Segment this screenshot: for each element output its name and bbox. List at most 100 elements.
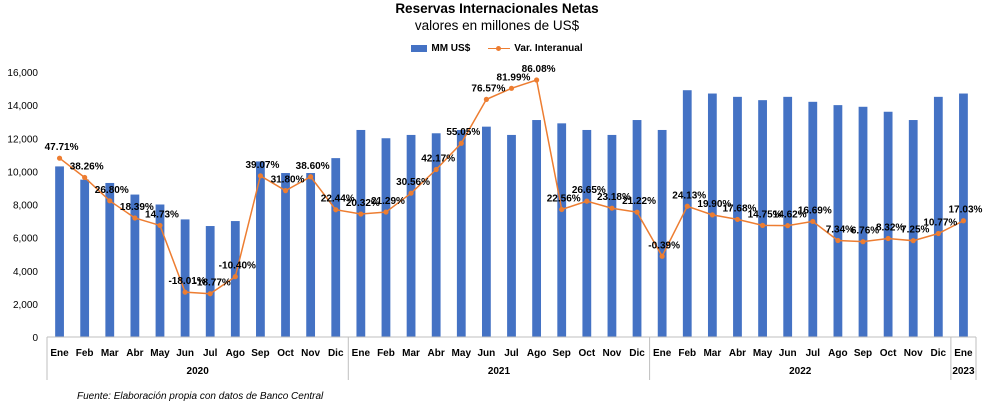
bar xyxy=(306,173,316,337)
x-tick-label: Jun xyxy=(779,348,797,359)
bar xyxy=(607,134,617,337)
data-label: 16.69% xyxy=(798,205,832,216)
x-tick-label: Oct xyxy=(277,348,294,359)
data-label: 42.17% xyxy=(421,153,455,164)
data-label: 55.05% xyxy=(446,127,480,138)
line-point xyxy=(56,155,63,161)
y-tick-label: 8,000 xyxy=(13,201,38,212)
x-tick-label: Abr xyxy=(126,348,143,359)
data-label: 22.44% xyxy=(321,194,355,205)
line-point xyxy=(483,96,489,102)
line-point xyxy=(810,218,816,225)
y-tick-label: 14,000 xyxy=(7,101,38,112)
bar xyxy=(205,226,215,337)
data-label: 38.60% xyxy=(296,161,330,172)
x-tick-label: Jun xyxy=(478,348,496,359)
bar xyxy=(682,90,692,337)
data-label: 18.39% xyxy=(120,202,154,213)
line-point xyxy=(508,85,515,91)
line-point xyxy=(207,291,213,297)
y-tick-label: 4,000 xyxy=(13,267,38,278)
legend-line-marker xyxy=(488,45,511,53)
bar xyxy=(758,100,767,337)
x-tick-label: Nov xyxy=(904,348,923,359)
x-tick-label: Sep xyxy=(553,348,571,359)
line-point xyxy=(960,218,967,224)
x-tick-label: Ene xyxy=(352,348,371,359)
line-point xyxy=(182,289,188,295)
data-label: 7.34% xyxy=(826,224,854,235)
x-tick-label: Jun xyxy=(176,348,194,359)
chart-legend: MM US$ Var. Interanual xyxy=(0,43,994,54)
x-tick-label: Jul xyxy=(504,348,519,359)
data-label: 38.26% xyxy=(70,161,104,172)
line-point xyxy=(759,222,766,228)
data-label: 22.56% xyxy=(547,193,581,204)
data-label: 26.80% xyxy=(95,185,129,196)
line-point xyxy=(584,198,590,204)
bar xyxy=(256,161,265,337)
data-label: 47.71% xyxy=(45,142,79,153)
line-point xyxy=(458,140,464,146)
bar xyxy=(406,134,416,337)
bar xyxy=(180,219,190,337)
data-label: 76.57% xyxy=(471,83,505,94)
line-point xyxy=(82,174,88,181)
bar xyxy=(883,111,893,337)
data-label: 17.03% xyxy=(948,205,982,216)
data-label: 30.56% xyxy=(396,177,430,188)
data-label: 26.65% xyxy=(572,185,606,196)
bar xyxy=(582,129,592,337)
line-point xyxy=(559,206,565,213)
line-point xyxy=(408,190,414,196)
x-tick-label: Dic xyxy=(328,348,344,359)
legend-line-label: Var. Interanual xyxy=(514,43,583,54)
bar xyxy=(331,158,341,337)
bar xyxy=(557,123,567,337)
x-tick-label: Sep xyxy=(854,348,872,359)
data-label: -0.39% xyxy=(648,240,680,251)
bar xyxy=(783,96,793,337)
data-label: 14.75% xyxy=(748,209,782,220)
line-point xyxy=(308,174,314,180)
x-tick-label: Nov xyxy=(602,348,621,359)
line-point xyxy=(684,203,690,209)
data-label: -18.01% xyxy=(168,276,205,287)
line-point xyxy=(785,223,791,229)
x-tick-label: Mar xyxy=(402,348,420,359)
legend-item-bars: MM US$ xyxy=(411,43,470,54)
bar xyxy=(105,182,115,337)
x-group-label: 2023 xyxy=(952,366,975,377)
bar xyxy=(632,120,642,337)
data-label: 21.29% xyxy=(371,196,405,207)
data-label: 86.08% xyxy=(522,64,556,75)
data-label: 6.76% xyxy=(851,226,879,237)
x-tick-label: Ene xyxy=(653,348,672,359)
line-point xyxy=(860,239,866,245)
x-tick-label: Feb xyxy=(377,348,395,359)
x-tick-label: May xyxy=(150,348,170,359)
x-tick-label: Oct xyxy=(880,348,897,359)
data-label: -18.77% xyxy=(194,278,231,289)
line-point xyxy=(257,173,264,179)
y-tick-label: 6,000 xyxy=(13,234,38,245)
x-tick-label: Nov xyxy=(301,348,320,359)
data-label: 20.32% xyxy=(346,198,380,209)
data-label: 17.68% xyxy=(723,203,757,214)
data-label: 19.90% xyxy=(697,199,731,210)
line-point xyxy=(634,209,640,215)
chart-title: Reservas Internacionales Netas xyxy=(395,1,599,16)
bar xyxy=(933,96,943,337)
line-point xyxy=(659,253,665,259)
data-label: 8.32% xyxy=(876,223,904,234)
data-label: 14.73% xyxy=(145,209,179,220)
line-point xyxy=(383,209,389,215)
bar xyxy=(657,129,667,337)
x-tick-label: Jul xyxy=(806,348,821,359)
x-tick-label: Ago xyxy=(527,348,546,359)
legend-item-line: Var. Interanual xyxy=(488,43,583,54)
x-tick-label: May xyxy=(452,348,472,359)
line-point xyxy=(609,205,615,211)
x-tick-label: Feb xyxy=(76,348,94,359)
